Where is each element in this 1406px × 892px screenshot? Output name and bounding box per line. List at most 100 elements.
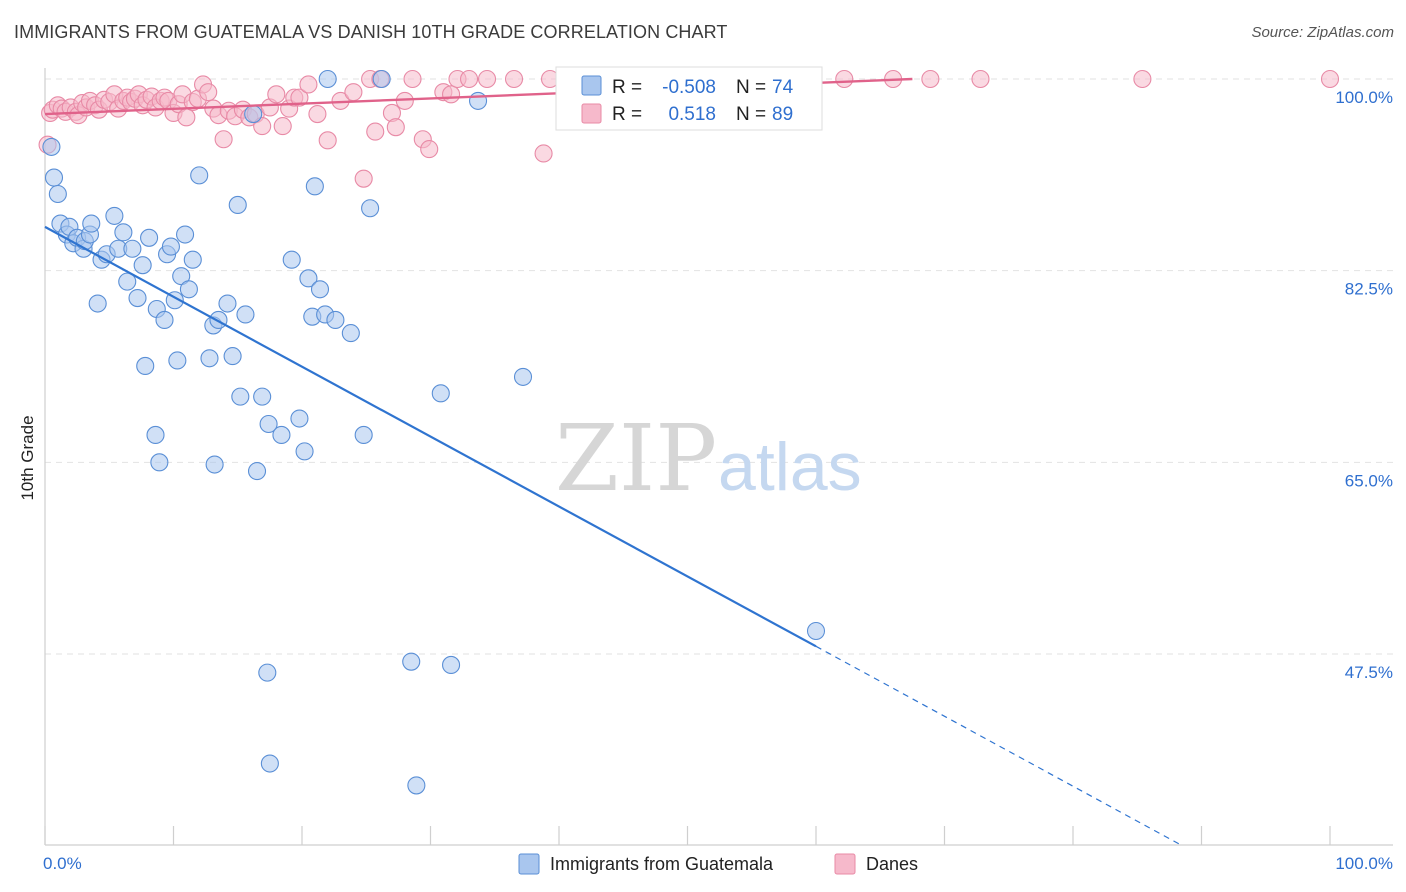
danes-point-90: [1320, 69, 1340, 89]
guatemala-point-66: [372, 69, 391, 89]
danes-point-67: [420, 140, 439, 159]
guatemala-point-51: [259, 414, 278, 434]
danes-point-87: [921, 69, 940, 89]
guatemala-point-37: [200, 349, 219, 368]
guatemala-point-62: [326, 310, 345, 330]
guatemala-point-24: [146, 425, 165, 445]
guatemala-point-67: [402, 652, 421, 671]
guatemala-point-53: [282, 250, 301, 269]
stats-n-label-1: N =: [736, 77, 766, 98]
tick-labels: 47.5% 65.0% 82.5% 100.0% 0.0% 100.0%: [43, 88, 1393, 873]
guatemala-point-50: [260, 754, 279, 773]
guatemala-point-21: [133, 256, 152, 275]
guatemala-point-15: [105, 206, 124, 225]
watermark-atlas: atlas: [718, 429, 862, 505]
guatemala-point-20: [128, 288, 147, 308]
watermark: ZIP atlas: [555, 405, 862, 512]
y-axis-title: 10th Grade: [18, 415, 37, 500]
y-tick-label-3: 100.0%: [1335, 88, 1393, 107]
guatemala-point-31: [168, 351, 187, 370]
danes-point-33: [177, 108, 196, 127]
danes-point-69: [442, 85, 461, 104]
guatemala-point-45: [236, 305, 255, 324]
guatemala-point-36: [190, 166, 209, 185]
guatemala-point-68: [407, 776, 426, 795]
guatemala-point-72: [513, 367, 533, 386]
guatemala-point-35: [183, 250, 202, 269]
guatemala-point-33: [176, 225, 195, 244]
danes-point-63: [386, 118, 405, 137]
guatemala-point-11: [82, 214, 101, 233]
guatemala-point-61: [318, 69, 337, 89]
guatemala-point-44: [231, 387, 250, 406]
stats-r-value-2: 0.518: [668, 104, 716, 125]
gridlines: [45, 78, 1393, 655]
guatemala-point-55: [295, 442, 314, 461]
chart-title: IMMIGRANTS FROM GUATEMALA VS DANISH 10TH…: [14, 22, 728, 42]
guatemala-point-70: [442, 655, 461, 675]
guatemala-point-49: [258, 663, 277, 682]
guatemala-point-48: [253, 387, 272, 406]
danes-point-58: [354, 169, 373, 188]
danes-point-49: [273, 117, 292, 136]
danes-point-72: [477, 69, 497, 89]
legend-label-danes: Danes: [866, 854, 918, 874]
danes-point-53: [299, 75, 318, 94]
guatemala-point-0: [42, 137, 61, 156]
axes: [44, 68, 1393, 846]
guatemala-point-59: [310, 280, 330, 299]
danes-point-73: [504, 69, 524, 89]
danes-point-88: [971, 69, 990, 89]
guatemala-point-64: [354, 425, 373, 445]
guatemala-point-18: [118, 272, 137, 291]
guatemala-point-73: [806, 621, 826, 641]
legend: Immigrants from Guatemala Danes: [518, 853, 918, 875]
danes-point-46: [253, 117, 272, 136]
guatemala-point-19: [123, 239, 142, 258]
trend-line-guatemala: [44, 225, 817, 648]
stats-swatch-guatemala: [581, 75, 602, 96]
series-guatemala-points: [42, 69, 826, 795]
guatemala-point-22: [136, 356, 155, 376]
danes-point-40: [214, 130, 233, 149]
danes-point-55: [318, 131, 337, 150]
y-tick-label-2: 82.5%: [1345, 280, 1393, 299]
guatemala-point-27: [155, 310, 174, 330]
danes-point-65: [403, 69, 422, 89]
guatemala-point-1: [44, 168, 64, 187]
danes-point-52: [290, 88, 309, 107]
guatemala-point-71: [468, 91, 488, 110]
danes-point-89: [1133, 69, 1152, 89]
guatemala-point-2: [48, 184, 67, 204]
stats-n-label-2: N =: [736, 104, 766, 125]
guatemala-point-63: [341, 324, 360, 343]
stats-n-value-1: 74: [772, 77, 794, 98]
watermark-zip: ZIP: [555, 405, 717, 512]
guatemala-point-56: [299, 269, 318, 288]
legend-label-guatemala: Immigrants from Guatemala: [550, 854, 774, 874]
danes-point-71: [459, 69, 479, 89]
x-tick-label-1: 100.0%: [1335, 854, 1393, 873]
guatemala-point-47: [247, 462, 267, 481]
guatemala-point-41: [218, 294, 237, 313]
guatemala-point-17: [114, 223, 133, 242]
guatemala-point-65: [361, 199, 380, 218]
guatemala-point-43: [228, 195, 247, 215]
guatemala-point-25: [150, 453, 169, 472]
x-tick-label-0: 0.0%: [43, 854, 82, 873]
danes-point-48: [267, 85, 286, 104]
guatemala-point-58: [305, 177, 324, 196]
y-tick-label-1: 65.0%: [1345, 471, 1393, 490]
source-note: Source: ZipAtlas.com: [1251, 24, 1394, 41]
stats-box: R = -0.508 N = 74 R = 0.518 N = 89: [555, 66, 823, 131]
danes-point-57: [344, 83, 363, 102]
guatemala-point-42: [223, 347, 242, 366]
stats-r-label-1: R =: [612, 77, 642, 98]
guatemala-point-46: [244, 104, 263, 124]
guatemala-point-12: [88, 294, 107, 313]
y-tick-label-0: 47.5%: [1345, 663, 1393, 682]
danes-point-74: [534, 144, 553, 163]
danes-point-60: [366, 122, 385, 141]
danes-point-85: [835, 69, 854, 89]
